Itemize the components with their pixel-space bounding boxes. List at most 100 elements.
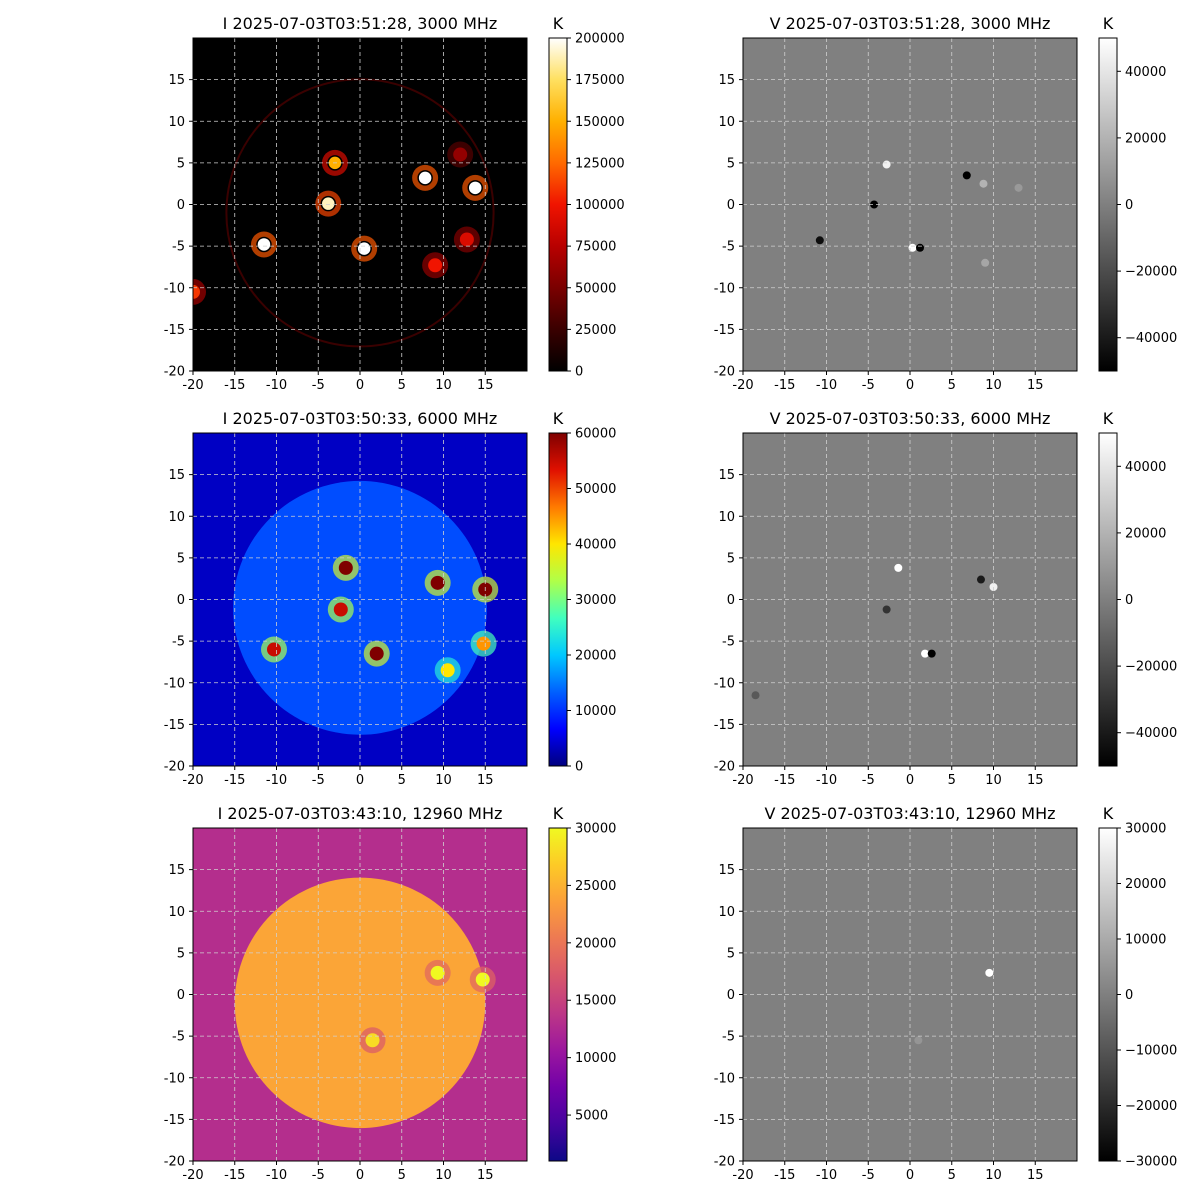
colorbar-tick-label: 40000 bbox=[1125, 460, 1166, 475]
image-background bbox=[743, 828, 1077, 1161]
y-tick-label: 15 bbox=[718, 863, 735, 878]
image-area bbox=[743, 433, 1077, 766]
source-6 bbox=[962, 171, 971, 180]
colorbar-tick-label: 20000 bbox=[575, 649, 616, 664]
y-tick-label: 0 bbox=[177, 593, 185, 608]
y-tick-label: -5 bbox=[722, 1030, 735, 1045]
y-tick-label: -10 bbox=[164, 281, 185, 296]
x-tick-label: 0 bbox=[906, 1168, 914, 1183]
source-5 bbox=[976, 575, 985, 584]
source-9 bbox=[193, 284, 200, 299]
y-tick-label: -20 bbox=[164, 760, 185, 775]
colorbar-tick-label: 100000 bbox=[575, 198, 625, 213]
colorbar bbox=[1098, 37, 1118, 372]
y-tick-label: -10 bbox=[164, 1071, 185, 1086]
panel-title: V 2025-07-03T03:51:28, 3000 MHz bbox=[770, 14, 1051, 33]
y-tick-label: 15 bbox=[168, 468, 185, 483]
source-1 bbox=[894, 563, 903, 572]
y-tick-label: 10 bbox=[168, 510, 185, 525]
panel-title: I 2025-07-03T03:51:28, 3000 MHz bbox=[223, 14, 498, 33]
x-tick-label: -15 bbox=[224, 1168, 245, 1183]
colorbar-tick-label: 50000 bbox=[575, 482, 616, 497]
x-tick-label: -15 bbox=[224, 773, 245, 788]
colorbar-unit-label: K bbox=[1103, 14, 1114, 33]
y-tick-label: 5 bbox=[177, 551, 185, 566]
colorbar-tick-label: 10000 bbox=[575, 1051, 616, 1066]
source-8 bbox=[476, 636, 491, 651]
panel-title: I 2025-07-03T03:43:10, 12960 MHz bbox=[218, 804, 503, 823]
y-tick-label: 5 bbox=[727, 156, 735, 171]
source-1 bbox=[985, 968, 994, 977]
x-tick-label: 10 bbox=[435, 378, 452, 393]
image-background bbox=[743, 433, 1077, 766]
y-tick-label: -15 bbox=[164, 323, 185, 338]
y-tick-label: 15 bbox=[168, 73, 185, 88]
colorbar-unit-label: K bbox=[1103, 804, 1114, 823]
y-tick-label: 10 bbox=[718, 905, 735, 920]
y-tick-label: -10 bbox=[714, 676, 735, 691]
y-tick-label: 15 bbox=[718, 468, 735, 483]
colorbar bbox=[1098, 827, 1118, 1162]
x-tick-label: -10 bbox=[816, 1168, 837, 1183]
panel-title: I 2025-07-03T03:50:33, 6000 MHz bbox=[223, 409, 498, 428]
x-tick-label: -15 bbox=[224, 378, 245, 393]
x-tick-label: -10 bbox=[816, 378, 837, 393]
colorbar-tick-label: 10000 bbox=[1125, 933, 1166, 948]
x-tick-label: -20 bbox=[732, 1168, 753, 1183]
x-tick-label: 15 bbox=[1027, 1168, 1044, 1183]
source-9 bbox=[1014, 183, 1023, 192]
colorbar-tick-label: 0 bbox=[575, 760, 583, 775]
x-tick-label: 15 bbox=[477, 378, 494, 393]
colorbar-tick-label: 20000 bbox=[1125, 131, 1166, 146]
colorbar-tick-label: 20000 bbox=[575, 936, 616, 951]
y-tick-label: -20 bbox=[714, 1155, 735, 1170]
x-tick-label: -5 bbox=[312, 378, 325, 393]
y-tick-label: 15 bbox=[718, 73, 735, 88]
y-tick-label: -15 bbox=[164, 718, 185, 733]
panel-1: -20 -15 -10 -5 0 5 10 15 -20 -15 -10 -5 0 5 10 15 I 2025… bbox=[164, 14, 625, 393]
y-tick-label: -10 bbox=[164, 676, 185, 691]
source-7 bbox=[440, 663, 455, 678]
colorbar-tick-label: 150000 bbox=[575, 115, 625, 130]
x-tick-label: 10 bbox=[435, 1168, 452, 1183]
colorbar-unit-label: K bbox=[553, 14, 564, 33]
image-area bbox=[193, 828, 527, 1161]
colorbar-tick-label: 125000 bbox=[575, 156, 625, 171]
source-2 bbox=[320, 195, 337, 212]
colorbar-tick-label: 60000 bbox=[575, 427, 616, 442]
image-area bbox=[743, 38, 1077, 371]
y-tick-label: 10 bbox=[168, 115, 185, 130]
source-5 bbox=[417, 170, 433, 186]
y-tick-label: -10 bbox=[714, 281, 735, 296]
source-2 bbox=[870, 200, 879, 209]
y-tick-label: 10 bbox=[718, 510, 735, 525]
source-8 bbox=[981, 258, 990, 267]
colorbar-tick-label: 0 bbox=[575, 365, 583, 380]
colorbar-tick-label: 15000 bbox=[575, 994, 616, 1009]
colorbar-tick-label: −10000 bbox=[1125, 1044, 1177, 1059]
y-tick-label: -5 bbox=[172, 1030, 185, 1045]
x-tick-label: 10 bbox=[985, 378, 1002, 393]
x-tick-label: -10 bbox=[266, 378, 287, 393]
y-tick-label: 0 bbox=[727, 198, 735, 213]
x-tick-label: -5 bbox=[312, 773, 325, 788]
source-3 bbox=[369, 646, 384, 661]
colorbar-tick-label: 0 bbox=[1125, 988, 1133, 1003]
y-tick-label: -15 bbox=[714, 1113, 735, 1128]
y-tick-label: 15 bbox=[168, 863, 185, 878]
x-tick-label: -20 bbox=[732, 378, 753, 393]
colorbar-tick-label: 25000 bbox=[575, 879, 616, 894]
source-1 bbox=[430, 965, 445, 980]
panel-2: -20 -15 -10 -5 0 5 10 15 -20 -15 -10 -5 0 5 10 15 V 2025… bbox=[714, 14, 1177, 393]
x-tick-label: 10 bbox=[435, 773, 452, 788]
source-3 bbox=[921, 649, 930, 658]
x-tick-label: 5 bbox=[948, 378, 956, 393]
y-tick-label: -10 bbox=[714, 1071, 735, 1086]
x-tick-label: -20 bbox=[182, 773, 203, 788]
x-tick-label: -5 bbox=[862, 773, 875, 788]
x-tick-label: -15 bbox=[774, 773, 795, 788]
x-tick-label: -5 bbox=[862, 1168, 875, 1183]
x-tick-label: 5 bbox=[948, 1168, 956, 1183]
y-tick-label: -15 bbox=[714, 718, 735, 733]
